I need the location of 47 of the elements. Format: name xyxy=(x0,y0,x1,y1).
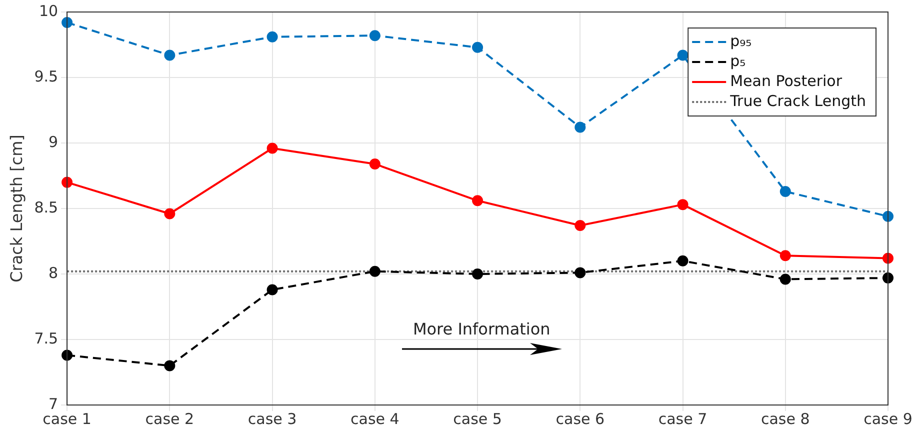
point xyxy=(780,186,791,197)
point xyxy=(472,195,484,206)
point xyxy=(882,210,894,222)
point xyxy=(882,252,894,264)
point xyxy=(574,220,586,232)
legend-label: p₅ xyxy=(730,52,746,70)
y-tick-label: 10 xyxy=(38,2,58,20)
point xyxy=(369,266,380,277)
y-tick-label: 9 xyxy=(48,132,58,151)
x-tick-label: case 8 xyxy=(760,410,810,428)
point xyxy=(574,267,586,278)
y-tick-label: 9.5 xyxy=(34,67,58,86)
x-tick-label: case 7 xyxy=(658,410,708,428)
x-tick-label: case 2 xyxy=(145,410,194,428)
point xyxy=(266,31,278,42)
legend-label: Mean Posterior xyxy=(730,72,843,90)
point xyxy=(780,274,791,285)
legend-label: p₉₅ xyxy=(730,32,752,50)
legend-label: True Crack Length xyxy=(729,92,866,110)
point xyxy=(266,142,278,154)
point xyxy=(164,208,176,220)
point xyxy=(574,122,586,133)
point xyxy=(164,50,176,61)
y-axis-title: Crack Length [cm] xyxy=(6,134,26,282)
point xyxy=(677,199,688,210)
point xyxy=(266,284,278,296)
y-tick-label: 7.5 xyxy=(34,329,58,348)
y-tick-label: 8.5 xyxy=(34,198,58,216)
point xyxy=(164,360,176,372)
x-tick-label: case 4 xyxy=(350,410,400,428)
point xyxy=(780,250,791,262)
x-tick-label: case 6 xyxy=(556,410,605,428)
x-tick-label: case 5 xyxy=(453,410,502,428)
point xyxy=(677,50,688,61)
x-tick-label: case 3 xyxy=(248,410,297,428)
point xyxy=(472,268,484,280)
point xyxy=(677,255,688,266)
point xyxy=(369,158,380,170)
point xyxy=(62,16,73,28)
point xyxy=(369,30,380,42)
point xyxy=(62,350,73,361)
point xyxy=(882,272,894,284)
annotation: More Information xyxy=(412,319,550,338)
x-tick-label: case 9 xyxy=(864,410,912,428)
y-tick-label: 8 xyxy=(48,264,58,282)
point xyxy=(472,42,484,53)
point xyxy=(62,176,73,188)
